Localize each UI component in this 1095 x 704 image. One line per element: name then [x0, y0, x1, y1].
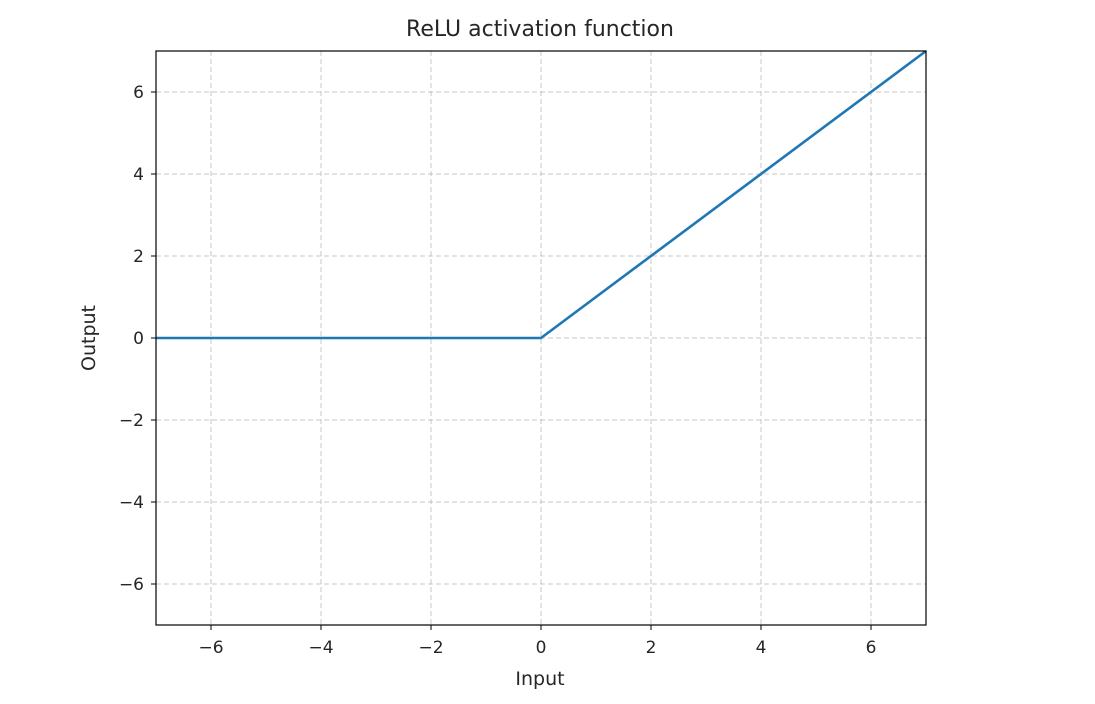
x-tick-label: 6: [866, 638, 877, 658]
x-tick-label: 2: [646, 638, 657, 658]
chart-title: ReLU activation function: [406, 17, 674, 42]
y-tick-label: −6: [119, 575, 144, 595]
x-tick-label: 0: [536, 638, 547, 658]
y-tick-label: 2: [133, 247, 144, 267]
series-layer: [156, 49, 927, 340]
x-tick-label: −6: [198, 638, 223, 658]
y-tick-label: −4: [119, 493, 144, 513]
series-line: [156, 49, 927, 340]
y-tick-label: −2: [119, 411, 144, 431]
ticks: −6 −4 −2 0 2 4 6 −6 −4 −2 0 2 4 6: [119, 83, 876, 658]
x-tick-label: −2: [418, 638, 443, 658]
y-tick-label: 0: [133, 329, 144, 349]
y-axis-label: Output: [78, 305, 100, 371]
x-tick-label: 4: [756, 638, 767, 658]
y-tick-label: 4: [133, 165, 144, 185]
x-axis-label: Input: [515, 668, 564, 690]
grid: [156, 51, 926, 625]
y-tick-label: 6: [133, 83, 144, 103]
x-tick-label: −4: [308, 638, 333, 658]
